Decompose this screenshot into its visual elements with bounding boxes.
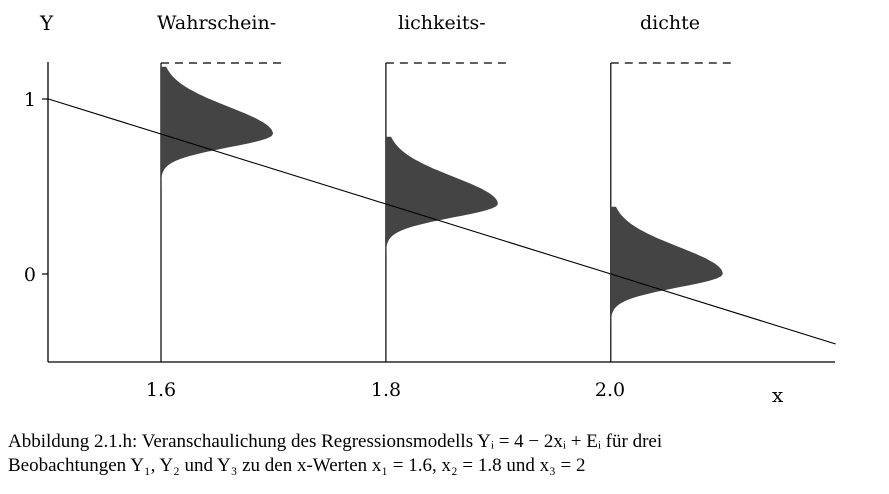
header-word-2: lichkeits-: [398, 12, 486, 34]
caption-line-1: Abbildung 2.1.h: Veranschaulichung des R…: [8, 431, 663, 452]
figure-caption: Abbildung 2.1.h: Veranschaulichung des R…: [8, 430, 868, 478]
x-tick-label-2-0: 2.0: [595, 379, 625, 401]
y-tick-label-0: 0: [24, 264, 36, 286]
regression-density-figure: 1 0 Y x Wahrschein- lichkeits- dichte 1.…: [24, 11, 836, 407]
header-word-3: dichte: [640, 12, 700, 34]
header-word-1: Wahrschein-: [157, 12, 276, 34]
x-tick-label-1-8: 1.8: [371, 379, 401, 401]
density-curve-2: [385, 136, 498, 272]
density-curves: [160, 62, 733, 362]
regression-line: [48, 98, 836, 345]
x-axis-label: x: [772, 383, 784, 407]
caption-line-2: Beobachtungen Y₁, Y₂ und Y₃ zu den x-Wer…: [8, 455, 586, 476]
density-curve-3: [610, 206, 723, 342]
y-tick-label-1: 1: [24, 89, 36, 111]
y-axis-label: Y: [39, 11, 54, 35]
x-tick-label-1-6: 1.6: [146, 379, 176, 401]
density-curve-1: [161, 66, 273, 202]
